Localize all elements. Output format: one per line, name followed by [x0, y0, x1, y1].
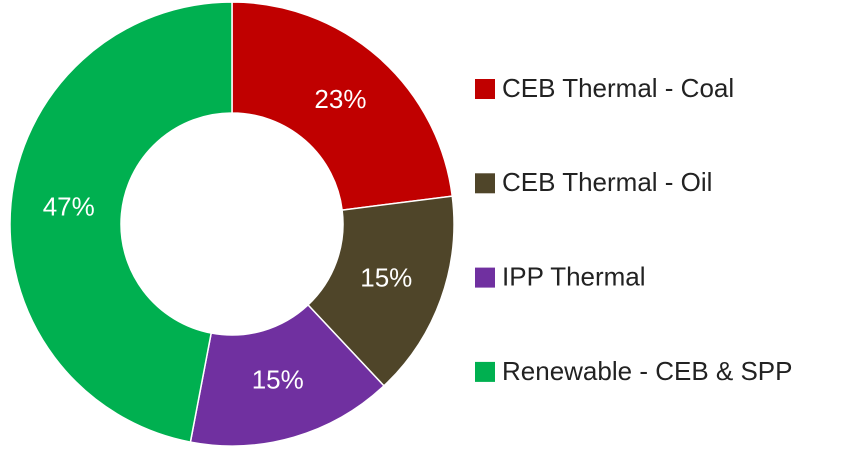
legend-text: CEB Thermal - Oil [502, 167, 712, 197]
donut-slice [231, 1, 454, 211]
donut-slice [306, 195, 455, 387]
donut-slice [189, 303, 386, 447]
legend-swatch [475, 361, 495, 382]
slice-label: 23% [314, 84, 366, 114]
legend-text: Renewable - CEB & SPP [502, 356, 792, 386]
legend-swatch [475, 79, 495, 99]
legend-swatch [475, 173, 495, 194]
donut-slice [9, 1, 233, 443]
legend-swatch [475, 267, 495, 288]
legend-text: CEB Thermal - Coal [502, 73, 734, 103]
slice-label: 47% [43, 191, 95, 221]
slice-label: 15% [252, 364, 304, 394]
legend-text: IPP Thermal [502, 261, 646, 291]
slice-label: 15% [360, 262, 412, 292]
